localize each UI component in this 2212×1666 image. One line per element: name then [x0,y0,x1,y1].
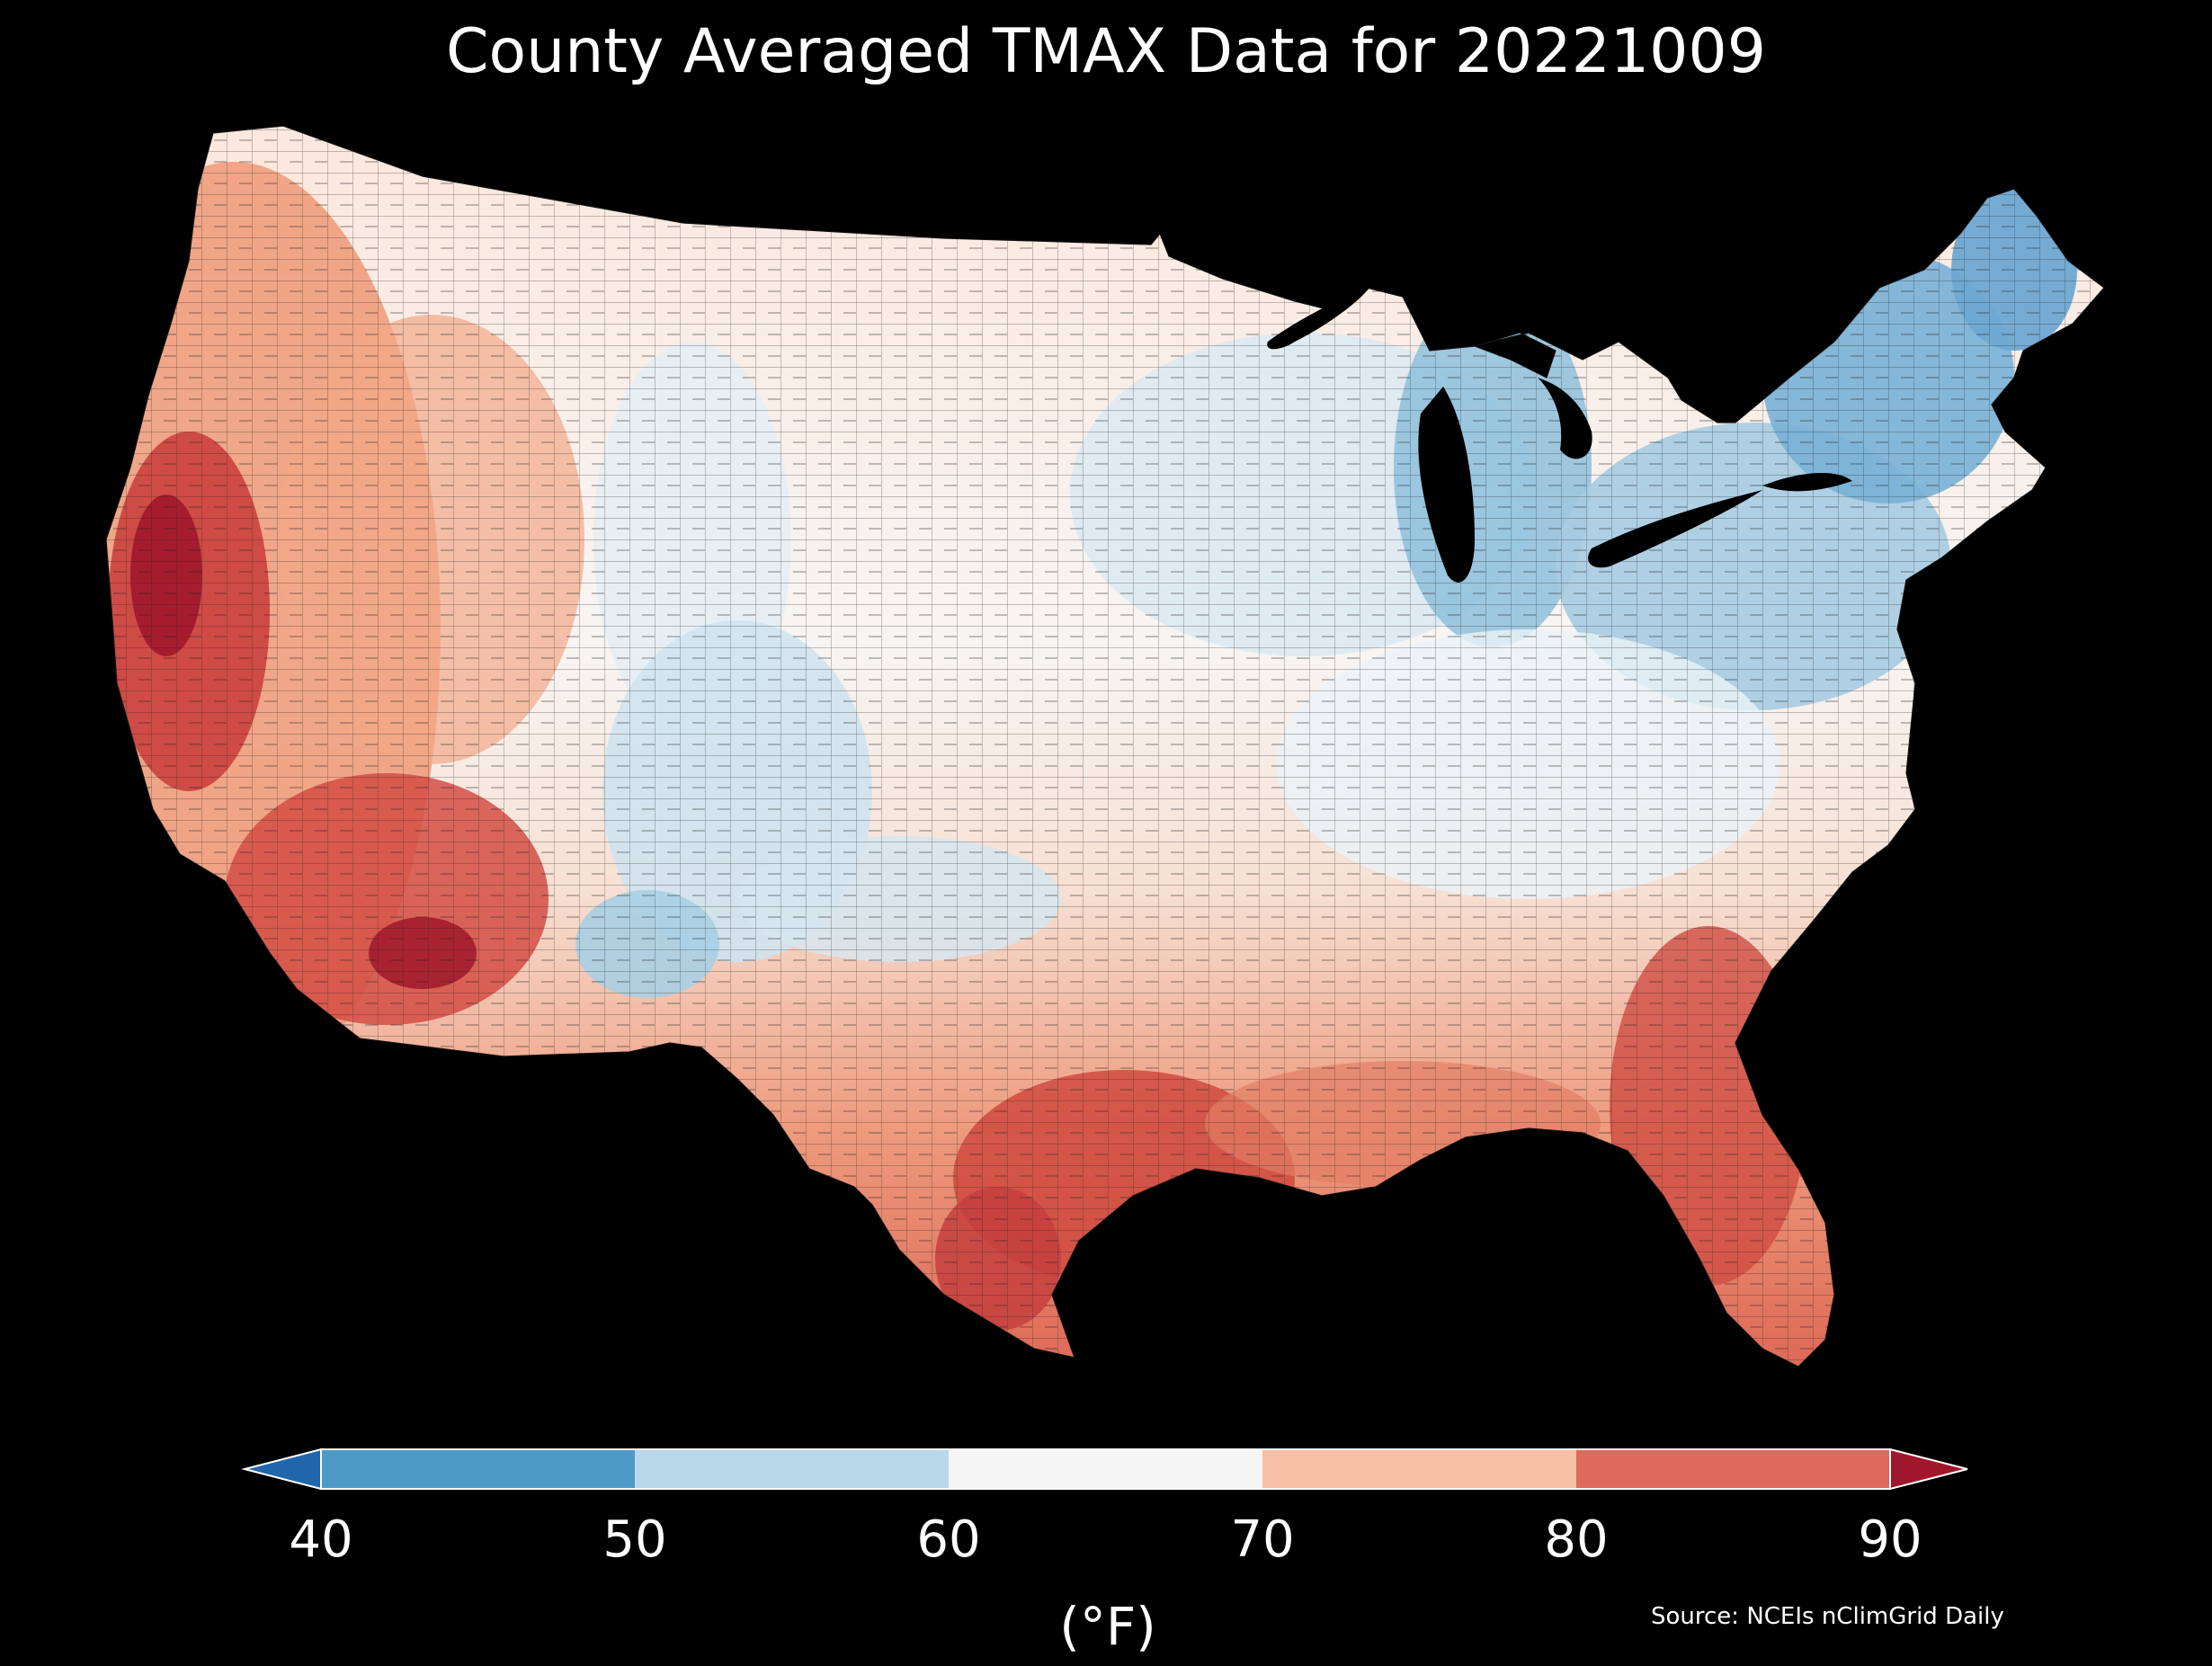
colorbar-tick-80: 80 [1544,1510,1609,1569]
colorbar-bin-40-50 [321,1449,635,1489]
great-lakes [1267,279,1852,583]
colorbar-bin-80-90 [1576,1449,1890,1489]
source-credit: Source: NCEIs nClimGrid Daily [1651,1603,2004,1630]
colorbar-bin-60-70 [949,1449,1262,1489]
colorbar-tick-40: 40 [289,1510,353,1569]
colorbar-tick-50: 50 [602,1510,667,1569]
colorbar-tick-70: 70 [1230,1510,1295,1569]
colorbar-unit-label: (°F) [1059,1596,1156,1657]
colorbar [241,1448,1968,1491]
colorbar-bin-70-80 [1262,1449,1576,1489]
colorbar-extend-low [241,1448,322,1491]
us-counties-fill [106,126,2104,1367]
map-title: County Averaged TMAX Data for 20221009 [446,16,1766,87]
colorbar-tick-90: 90 [1858,1510,1922,1569]
colorbar-tick-60: 60 [916,1510,981,1569]
colorbar-bin-50-60 [635,1449,949,1489]
colorbar-extend-high [1889,1448,1968,1491]
